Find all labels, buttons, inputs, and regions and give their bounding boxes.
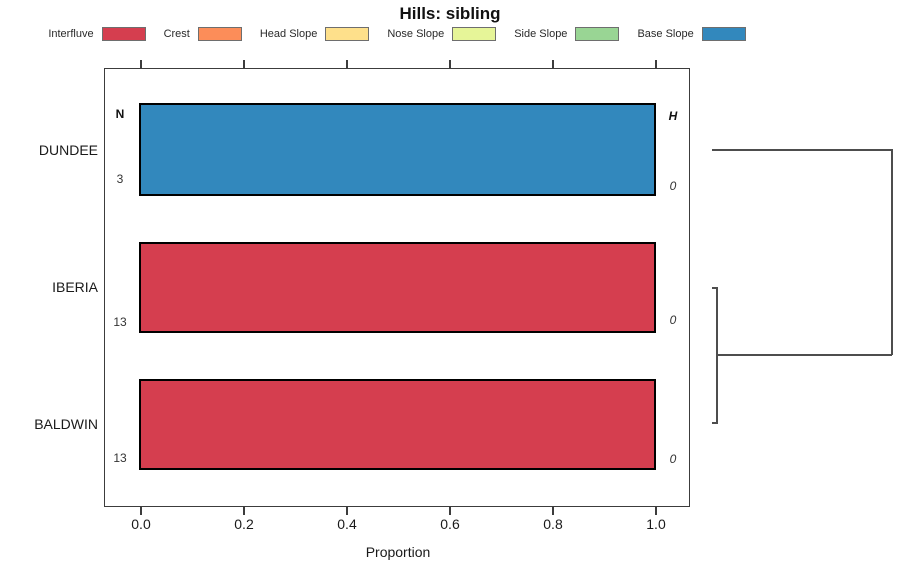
x-axis-tick <box>346 60 348 68</box>
dendrogram-segment-dundee-leaf <box>712 149 892 151</box>
dendrogram-segment-cluster-link <box>716 354 892 356</box>
legend-item-interfluve: Interfluve <box>48 27 146 41</box>
plot-title: Hills: sibling <box>399 4 501 23</box>
n-value-baldwin: 13 <box>113 451 127 465</box>
x-tick-label: 0.4 <box>337 516 357 532</box>
bar-row-baldwin <box>139 379 656 470</box>
legend-swatch-head-slope <box>325 27 370 41</box>
x-axis-title: Proportion <box>365 544 431 560</box>
dendrogram-segment-baldwin-leaf <box>712 422 718 424</box>
legend-label: Side Slope <box>514 28 568 40</box>
x-axis-tick <box>655 507 657 515</box>
h-value-dundee: 0 <box>669 179 677 193</box>
legend-item-crest: Crest <box>164 27 242 41</box>
x-axis-tick <box>140 60 142 68</box>
legend: Interfluve Crest Head Slope Nose Slope S… <box>48 25 746 43</box>
x-tick-label: 1.0 <box>646 516 666 532</box>
legend-label: Interfluve <box>48 28 94 40</box>
legend-item-head-slope: Head Slope <box>260 27 370 41</box>
legend-label: Nose Slope <box>387 28 445 40</box>
n-value-iberia: 13 <box>113 315 127 329</box>
legend-swatch-interfluve <box>101 27 146 41</box>
legend-swatch-nose-slope <box>452 27 497 41</box>
row-label-baldwin: BALDWIN <box>34 416 98 432</box>
x-axis-tick <box>243 60 245 68</box>
x-axis-tick <box>346 507 348 515</box>
legend-swatch-base-slope <box>701 27 746 41</box>
x-axis-tick <box>552 507 554 515</box>
x-tick-label: 0.8 <box>543 516 563 532</box>
x-axis-tick <box>552 60 554 68</box>
legend-item-nose-slope: Nose Slope <box>387 27 497 41</box>
x-axis-tick <box>449 60 451 68</box>
n-column-header: N <box>115 107 125 121</box>
bar-iberia <box>139 242 656 333</box>
dendrogram-segment-root-merge <box>891 149 893 355</box>
legend-label: Crest <box>163 28 190 40</box>
x-tick-label: 0.2 <box>234 516 254 532</box>
bar-baldwin <box>139 379 656 470</box>
dendrogram-segment-iberia-leaf <box>712 287 718 289</box>
x-axis-tick <box>655 60 657 68</box>
legend-item-side-slope: Side Slope <box>514 27 620 41</box>
x-tick-label: 0.0 <box>131 516 151 532</box>
legend-swatch-side-slope <box>575 27 620 41</box>
h-value-baldwin: 0 <box>669 452 677 466</box>
legend-item-base-slope: Base Slope <box>637 27 746 41</box>
n-value-dundee: 3 <box>116 172 124 186</box>
row-label-iberia: IBERIA <box>52 279 98 295</box>
x-tick-label: 0.6 <box>440 516 460 532</box>
row-label-dundee: DUNDEE <box>38 142 98 158</box>
legend-label: Base Slope <box>637 28 694 40</box>
x-axis-tick <box>449 507 451 515</box>
x-axis-tick <box>140 507 142 515</box>
bar-dundee <box>139 103 656 196</box>
bar-row-dundee <box>139 103 656 196</box>
h-value-iberia: 0 <box>669 313 677 327</box>
h-column-header: H <box>668 109 678 123</box>
bar-row-iberia <box>139 242 656 333</box>
legend-label: Head Slope <box>259 28 318 40</box>
x-axis-tick <box>243 507 245 515</box>
legend-swatch-crest <box>197 27 242 41</box>
